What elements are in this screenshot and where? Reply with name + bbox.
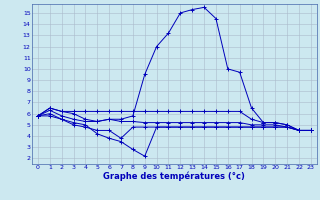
X-axis label: Graphe des températures (°c): Graphe des températures (°c) <box>103 172 245 181</box>
